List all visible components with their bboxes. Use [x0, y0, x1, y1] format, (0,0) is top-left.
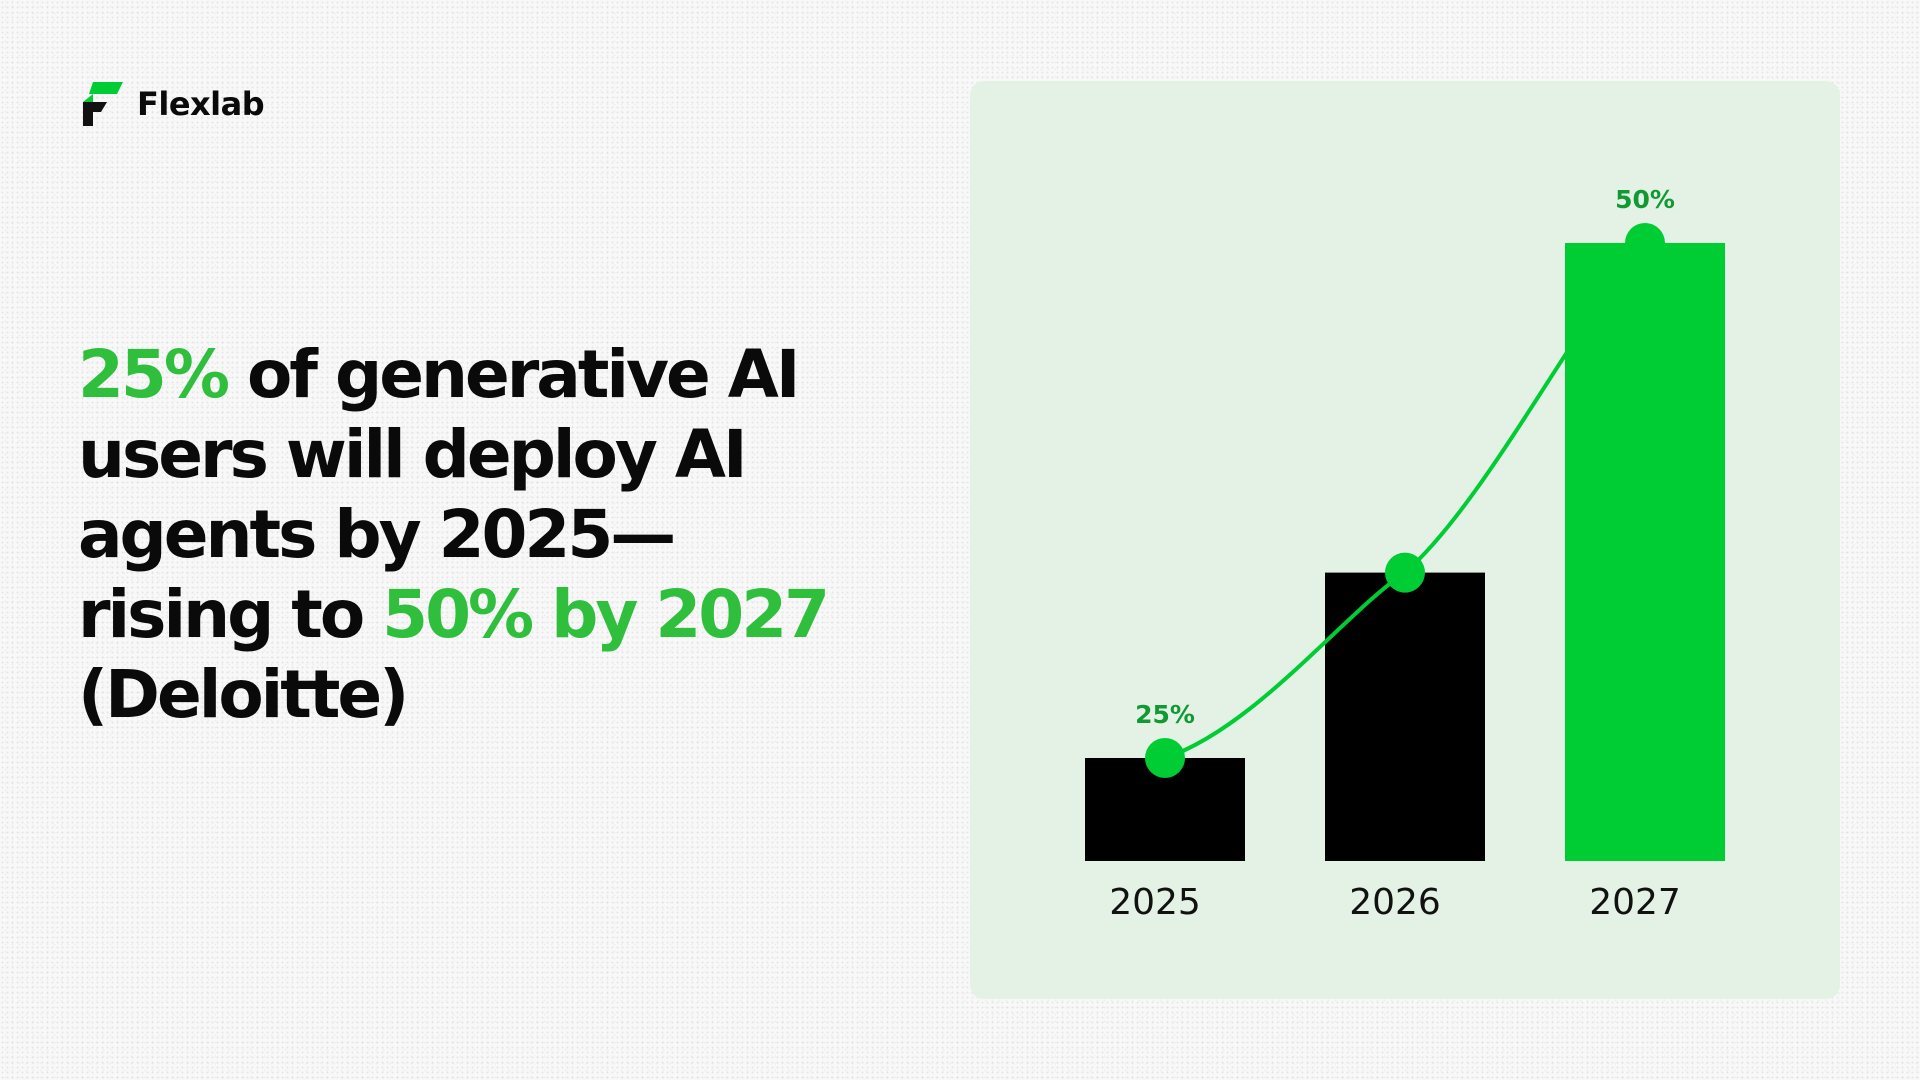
- trend-point-2025: [1145, 738, 1185, 778]
- data-label: 50%: [1615, 185, 1675, 214]
- x-tick-label: 2025: [1109, 882, 1201, 923]
- x-tick-label: 2027: [1589, 882, 1681, 923]
- chart-card: 2025 2026 2027 25% 50%: [970, 81, 1840, 999]
- x-tick-label: 2026: [1349, 882, 1441, 923]
- brand-name: Flexlab: [137, 85, 265, 123]
- bar-chart: 2025 2026 2027 25% 50%: [1085, 185, 1725, 923]
- data-label: 25%: [1135, 700, 1195, 729]
- headline-highlight: 50% by 2027: [382, 576, 830, 653]
- headline-highlight: 25%: [78, 336, 230, 413]
- trend-point-2026: [1385, 552, 1425, 593]
- brand: Flexlab: [79, 82, 265, 126]
- bar-2026: [1325, 572, 1485, 861]
- flexlab-logo-icon: [83, 82, 123, 126]
- bar-2027: [1565, 243, 1725, 861]
- trend-point-2027: [1625, 223, 1665, 263]
- headline: 25% of generative AI users will deploy A…: [78, 335, 838, 735]
- headline-text: (Deloitte): [78, 656, 409, 733]
- headline-text: of generative AI users will deploy AI ag…: [78, 336, 800, 653]
